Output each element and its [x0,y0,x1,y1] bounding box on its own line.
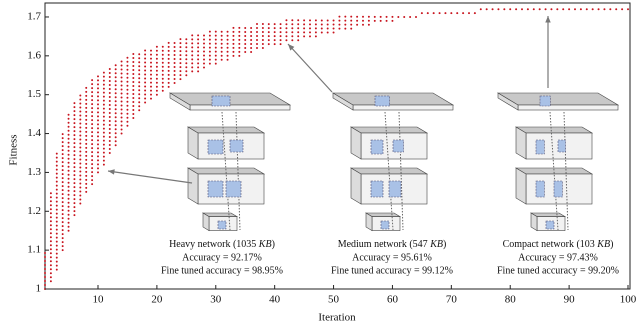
fine-tuned-accuracy: Fine tuned accuracy = 99.12% [331,265,453,276]
x-tick-label: 90 [564,294,576,306]
arrow-head [545,16,551,23]
filter-cube [535,180,545,198]
layer-side [530,212,538,232]
caption-part: KB [258,239,272,250]
layer-side [187,126,199,160]
filter-cube [211,95,231,107]
layer-side [497,92,519,111]
layer-side [350,126,362,160]
caption-part: Heavy network (1035 [169,239,259,250]
filter-cube [545,220,555,230]
layer-top [349,126,429,134]
layer-front [517,104,619,111]
layer-side [187,167,199,205]
layer-top [186,126,266,134]
accuracy: Accuracy = 97.43% [518,252,598,263]
layer-side [350,167,362,205]
filter-cube [392,139,404,153]
accuracy: Accuracy = 95.61% [352,252,432,263]
x-tick-label: 70 [446,294,458,306]
layer-top [496,92,620,106]
filter-cube [370,180,384,198]
layer-side [169,92,191,111]
x-tick-label: 40 [269,294,281,306]
layer-top [514,126,594,134]
y-tick-label: 1.7 [27,11,41,23]
layer-side [515,167,527,205]
x-tick-label: 50 [328,294,340,306]
caption-part: Medium network (547 [338,239,431,250]
fine-tuned-accuracy: Fine tuned accuracy = 99.20% [497,265,619,276]
layer-side [515,126,527,160]
filter-cube [374,95,390,107]
filter-cube [217,220,227,230]
y-axis-label: Fitness [8,134,20,165]
filter-cube [539,95,551,107]
x-axis-label: Iteration [318,312,356,324]
filter-cube [388,180,402,198]
caption-part: Compact network (103 [503,239,598,250]
arrow [107,170,193,184]
caption-part: KB [596,239,610,250]
filter-cube [370,139,384,155]
fine-tuned-accuracy: Fine tuned accuracy = 98.95% [161,265,283,276]
network-caption: Heavy network (1035 KB) [169,239,275,250]
x-tick-label: 30 [210,294,222,306]
layer-side [332,92,354,111]
network-caption: Medium network (547 KB) [338,239,447,250]
y-tick-label: 1.3 [27,166,41,178]
y-tick-label: 1.6 [27,49,41,61]
filter-cube [380,220,390,230]
filter-cube [553,180,563,198]
x-tick-label: 20 [151,294,163,306]
layer-side [365,212,373,232]
accuracy: Accuracy = 92.17% [182,252,262,263]
x-tick-label: 100 [620,294,637,306]
filter-cube [225,180,242,198]
filter-cube [207,180,224,198]
caption-part: ) [443,239,446,250]
filter-cube [229,139,244,153]
filter-cube [535,139,545,155]
caption-part: KB [429,239,443,250]
filter-cube [557,139,566,153]
y-tick-label: 1.4 [27,127,41,139]
caption-part: ) [610,239,613,250]
y-tick-label: 1.5 [27,88,41,100]
y-tick-label: 1.1 [27,244,41,256]
layer-front [189,104,291,111]
layer-front [352,104,454,111]
layer-top [331,92,455,106]
plot-frame [44,2,631,290]
y-tick-label: 1 [36,283,42,295]
x-tick-label: 80 [505,294,517,306]
arrow-head [108,169,115,175]
filter-cube [207,139,224,155]
x-tick-label: 10 [93,294,105,306]
caption-part: ) [272,239,275,250]
arrow-head [288,44,295,51]
layer-side [202,212,210,232]
x-tick-label: 60 [387,294,399,306]
arrow [287,43,333,93]
y-tick-label: 1.2 [27,205,41,217]
network-caption: Compact network (103 KB) [503,239,614,250]
